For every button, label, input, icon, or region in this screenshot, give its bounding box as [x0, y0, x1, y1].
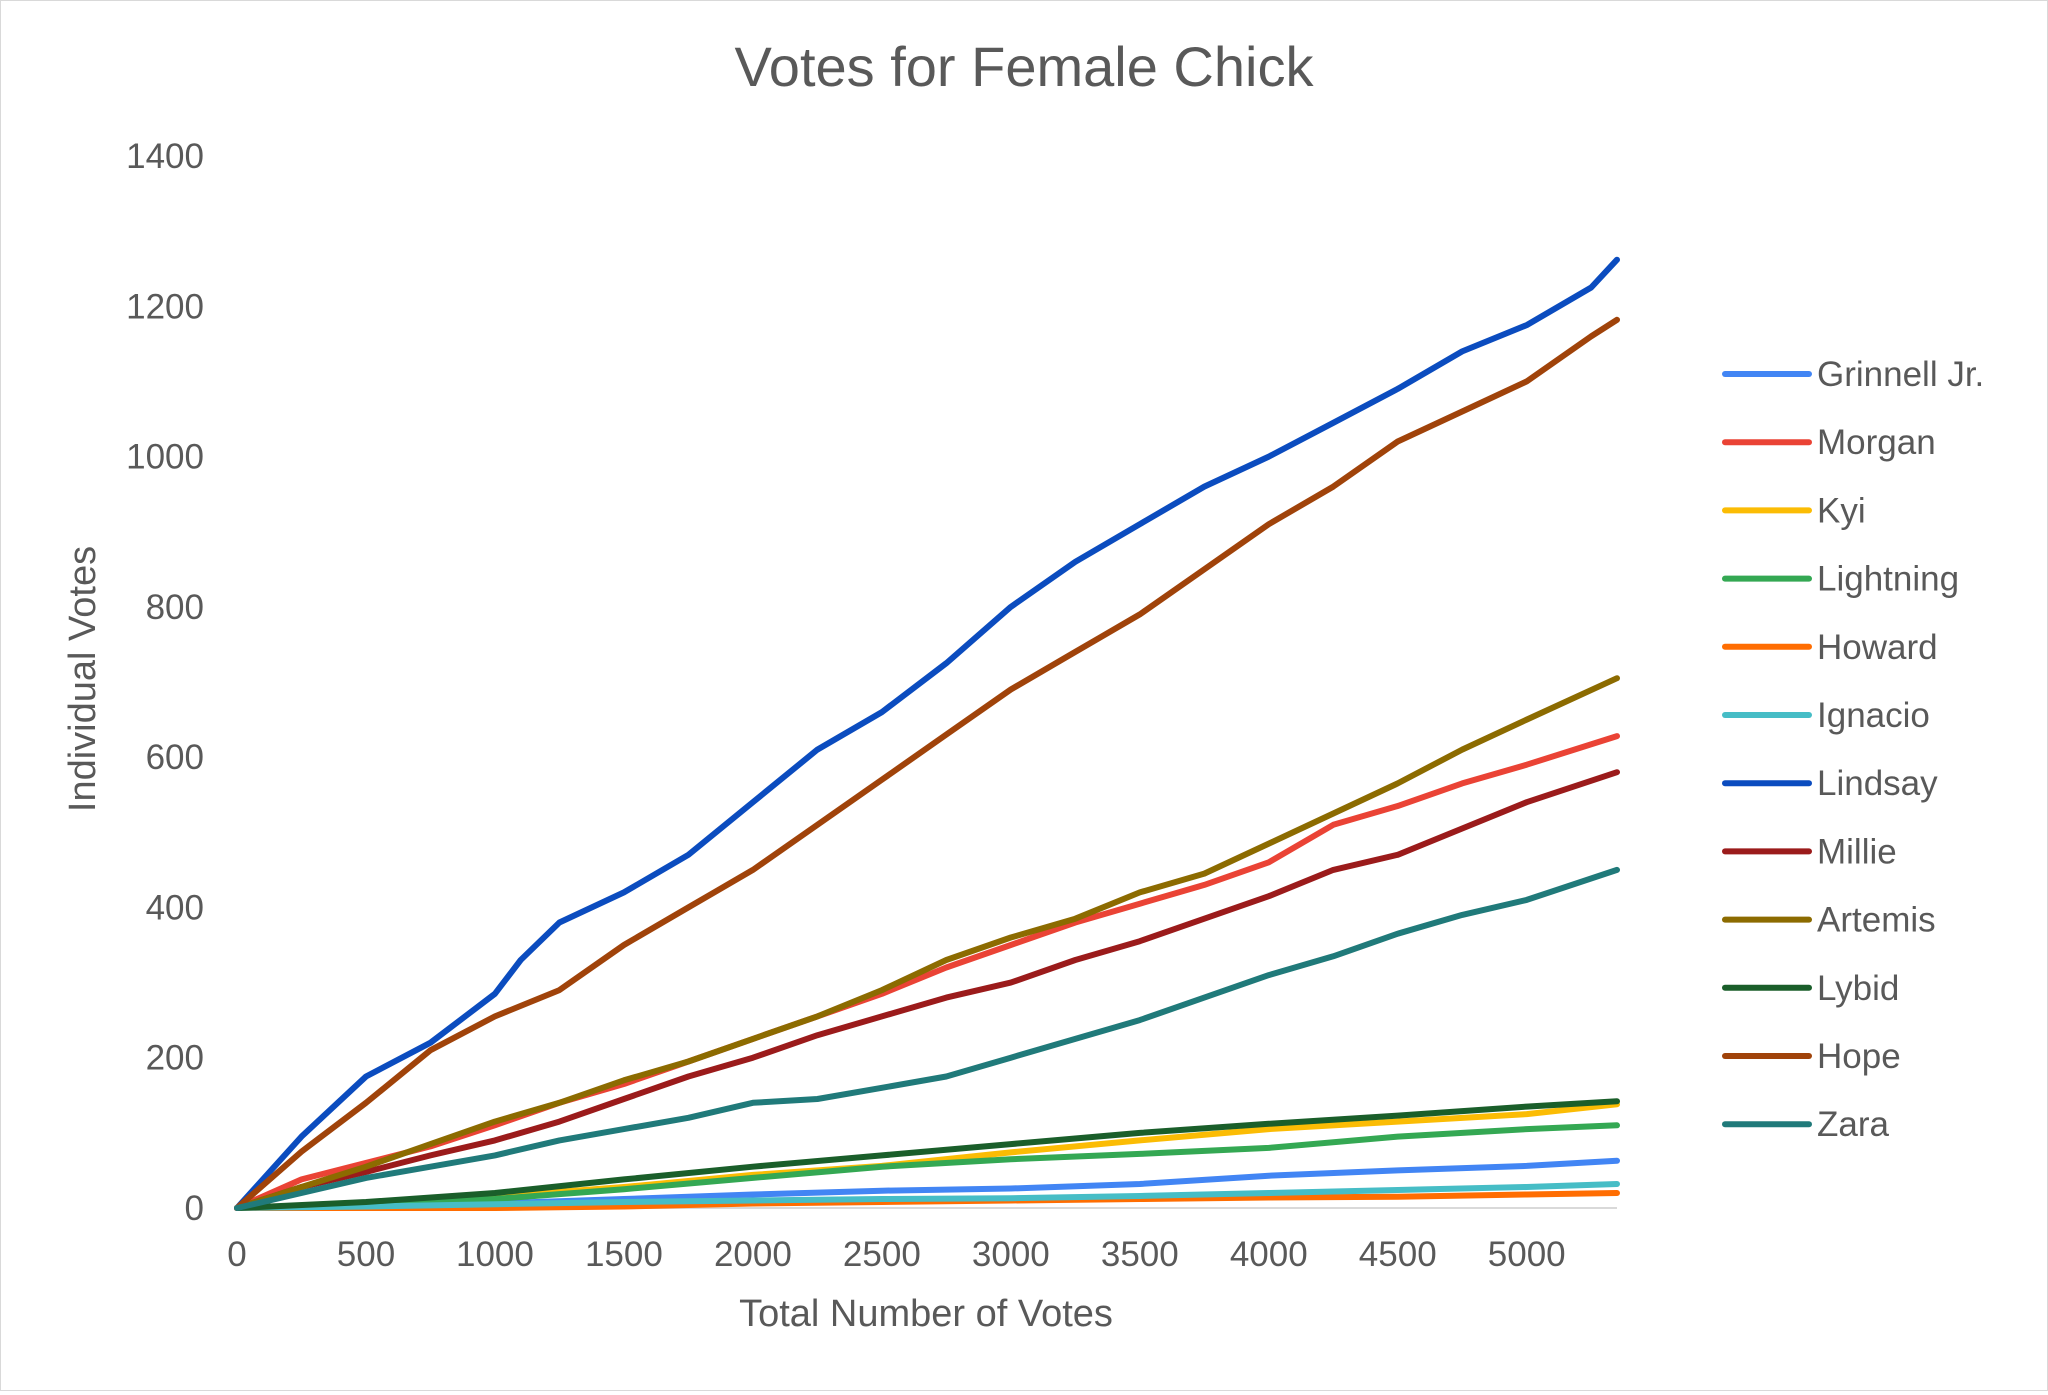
x-tick-labels: 0 500 1000 1500 2000 2500 3000 3500 4000 4500 5000 [227, 1235, 1565, 1274]
series-line [234, 675, 1620, 1211]
legend-label: Morgan [1817, 423, 1936, 462]
y-tick-label: 0 [185, 1189, 204, 1228]
x-axis-title: Total Number of Votes [739, 1293, 1113, 1335]
legend-label: Millie [1817, 832, 1897, 871]
y-tick-label: 600 [146, 738, 204, 777]
x-tick-label: 3500 [1101, 1235, 1179, 1274]
legend-label: Ignacio [1817, 696, 1930, 735]
series-line [234, 1098, 1620, 1211]
x-tick-label: 1500 [585, 1235, 663, 1274]
chart-title: Votes for Female Chick [735, 35, 1315, 98]
x-tick-label: 2000 [714, 1235, 792, 1274]
series-line [234, 1181, 1620, 1211]
y-tick-label: 400 [146, 888, 204, 927]
legend-label: Kyi [1817, 491, 1866, 530]
legend-label: Howard [1817, 628, 1938, 667]
series-line [234, 256, 1620, 1211]
x-tick-label: 4000 [1230, 1235, 1308, 1274]
y-tick-label: 1200 [126, 287, 204, 326]
series-line [234, 866, 1620, 1211]
legend-label: Artemis [1817, 901, 1936, 940]
legend-label: Lybid [1817, 969, 1899, 1008]
x-tick-label: 1000 [456, 1235, 534, 1274]
legend-label: Grinnell Jr. [1817, 355, 1984, 394]
x-tick-label: 5000 [1488, 1235, 1566, 1274]
legend-label: Hope [1817, 1037, 1901, 1076]
series-line [234, 1122, 1620, 1211]
legend: Grinnell Jr. Morgan Kyi Lightning Howard Igna… [1722, 355, 1984, 1144]
x-tick-label: 3000 [972, 1235, 1050, 1274]
legend-label: Zara [1817, 1105, 1890, 1144]
y-axis-title: Individual Votes [62, 546, 104, 812]
x-tick-label: 2500 [843, 1235, 921, 1274]
x-tick-label: 0 [227, 1235, 246, 1274]
x-tick-label: 500 [337, 1235, 395, 1274]
y-tick-label: 800 [146, 588, 204, 627]
series-lines [234, 256, 1620, 1211]
x-tick-label: 4500 [1359, 1235, 1437, 1274]
series-line [234, 316, 1620, 1211]
legend-label: Lightning [1817, 560, 1959, 599]
y-tick-label: 200 [146, 1039, 204, 1078]
series-line [234, 769, 1620, 1211]
y-tick-label: 1400 [126, 137, 204, 176]
legend-label: Lindsay [1817, 764, 1938, 803]
y-tick-label: 1000 [126, 438, 204, 477]
y-tick-labels: 0 200 400 600 800 1000 1200 1400 [126, 137, 204, 1228]
